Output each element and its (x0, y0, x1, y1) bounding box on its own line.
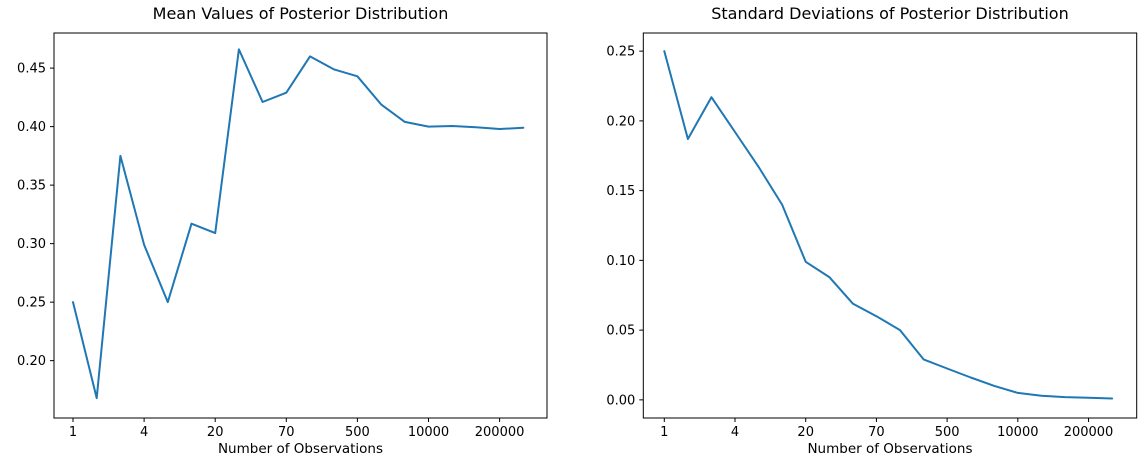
x-tick-label: 10000 (997, 425, 1038, 440)
y-tick-label: 0.40 (17, 120, 46, 135)
y-tick-label: 0.15 (606, 184, 635, 199)
x-tick-label: 500 (935, 425, 960, 440)
y-tick-label: 0.20 (17, 354, 46, 369)
y-tick-label: 0.30 (17, 237, 46, 252)
x-tick-label: 200000 (475, 425, 525, 440)
x-tick-label: 20 (207, 425, 224, 440)
y-tick-label: 0.00 (606, 393, 635, 408)
x-axis-label-std: Number of Observations (807, 441, 973, 457)
x-tick-label: 4 (140, 425, 148, 440)
axes-frame (53, 32, 548, 419)
x-tick-label: 70 (278, 425, 295, 440)
y-tick-label: 0.35 (17, 179, 46, 194)
y-tick-label: 0.25 (17, 296, 46, 311)
x-tick-label: 200000 (1064, 425, 1114, 440)
x-axis-label-mean: Number of Observations (217, 441, 384, 457)
y-tick-label: 0.20 (606, 114, 635, 129)
x-tick-label: 1 (69, 425, 77, 440)
y-tick-label: 0.10 (606, 254, 635, 269)
chart-title-std: Standard Deviations of Posterior Distrib… (711, 4, 1069, 23)
series-line (72, 48, 525, 400)
x-tick-label: 4 (731, 425, 739, 440)
x-tick-label: 20 (797, 425, 814, 440)
y-tick-label: 0.05 (606, 324, 635, 339)
chart-title-mean: Mean Values of Posterior Distribution (152, 4, 449, 23)
x-tick-label: 500 (345, 425, 370, 440)
series-line (663, 50, 1114, 400)
x-tick-label: 70 (868, 425, 885, 440)
x-tick-label: 1 (660, 425, 668, 440)
y-tick-label: 0.25 (606, 45, 635, 60)
y-tick-label: 0.45 (17, 62, 46, 77)
x-tick-label: 10000 (408, 425, 449, 440)
axes-frame (642, 32, 1138, 419)
